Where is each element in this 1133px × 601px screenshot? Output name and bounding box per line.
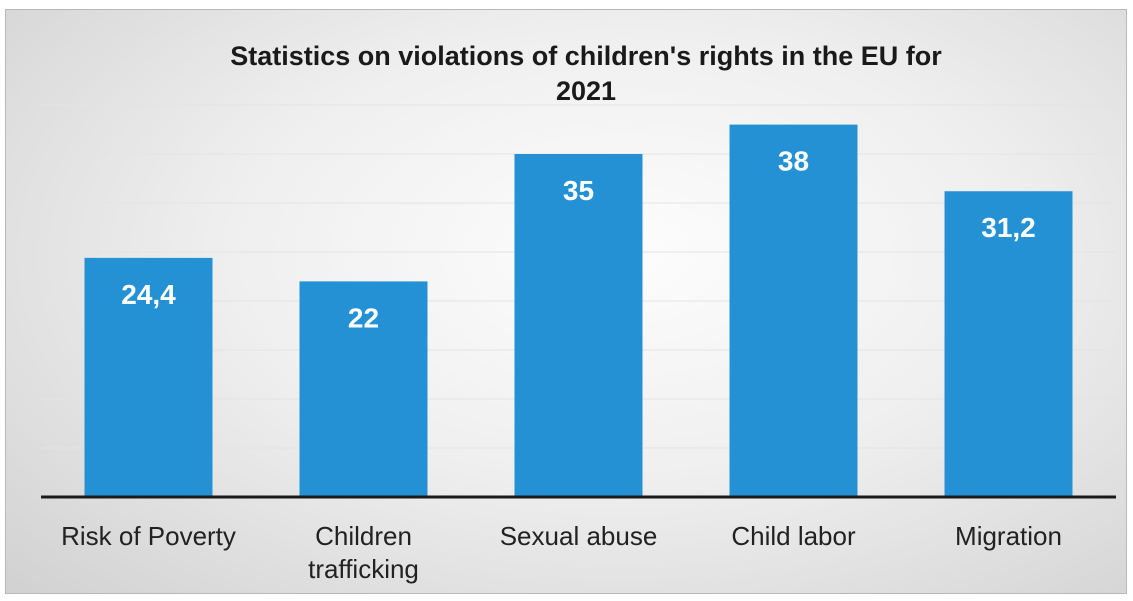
- bars: [84, 124, 1073, 498]
- bar-chart: 24,4 22 35 38 31,2 Risk of Poverty Childrentr…: [41, 41, 1116, 584]
- category-label: Children: [315, 521, 412, 551]
- bar-risk-of-poverty: [84, 257, 213, 497]
- value-labels: 24,4 22 35 38 31,2: [121, 146, 1036, 334]
- value-label: 24,4: [121, 279, 176, 310]
- category-label: Sexual abuse: [500, 521, 658, 551]
- value-label: 38: [778, 146, 809, 177]
- value-label: 35: [563, 175, 594, 206]
- bar-migration: [944, 191, 1073, 498]
- category-label: Risk of Poverty: [61, 521, 236, 551]
- category-label: trafficking: [308, 554, 419, 584]
- category-label: Child labor: [731, 521, 856, 551]
- bar-child-labor: [729, 124, 858, 497]
- chart-title-line-2: 2021: [556, 76, 616, 106]
- value-label: 22: [348, 302, 379, 333]
- bar-children-trafficking: [299, 281, 428, 497]
- chart-area: 24,4 22 35 38 31,2 Risk of Poverty Children tr…: [5, 9, 1127, 594]
- chart-title-line-1: Statistics on violations of children's r…: [230, 41, 942, 71]
- bar-sexual-abuse: [514, 154, 643, 497]
- value-label: 31,2: [981, 212, 1036, 243]
- category-label: Migration: [955, 521, 1062, 551]
